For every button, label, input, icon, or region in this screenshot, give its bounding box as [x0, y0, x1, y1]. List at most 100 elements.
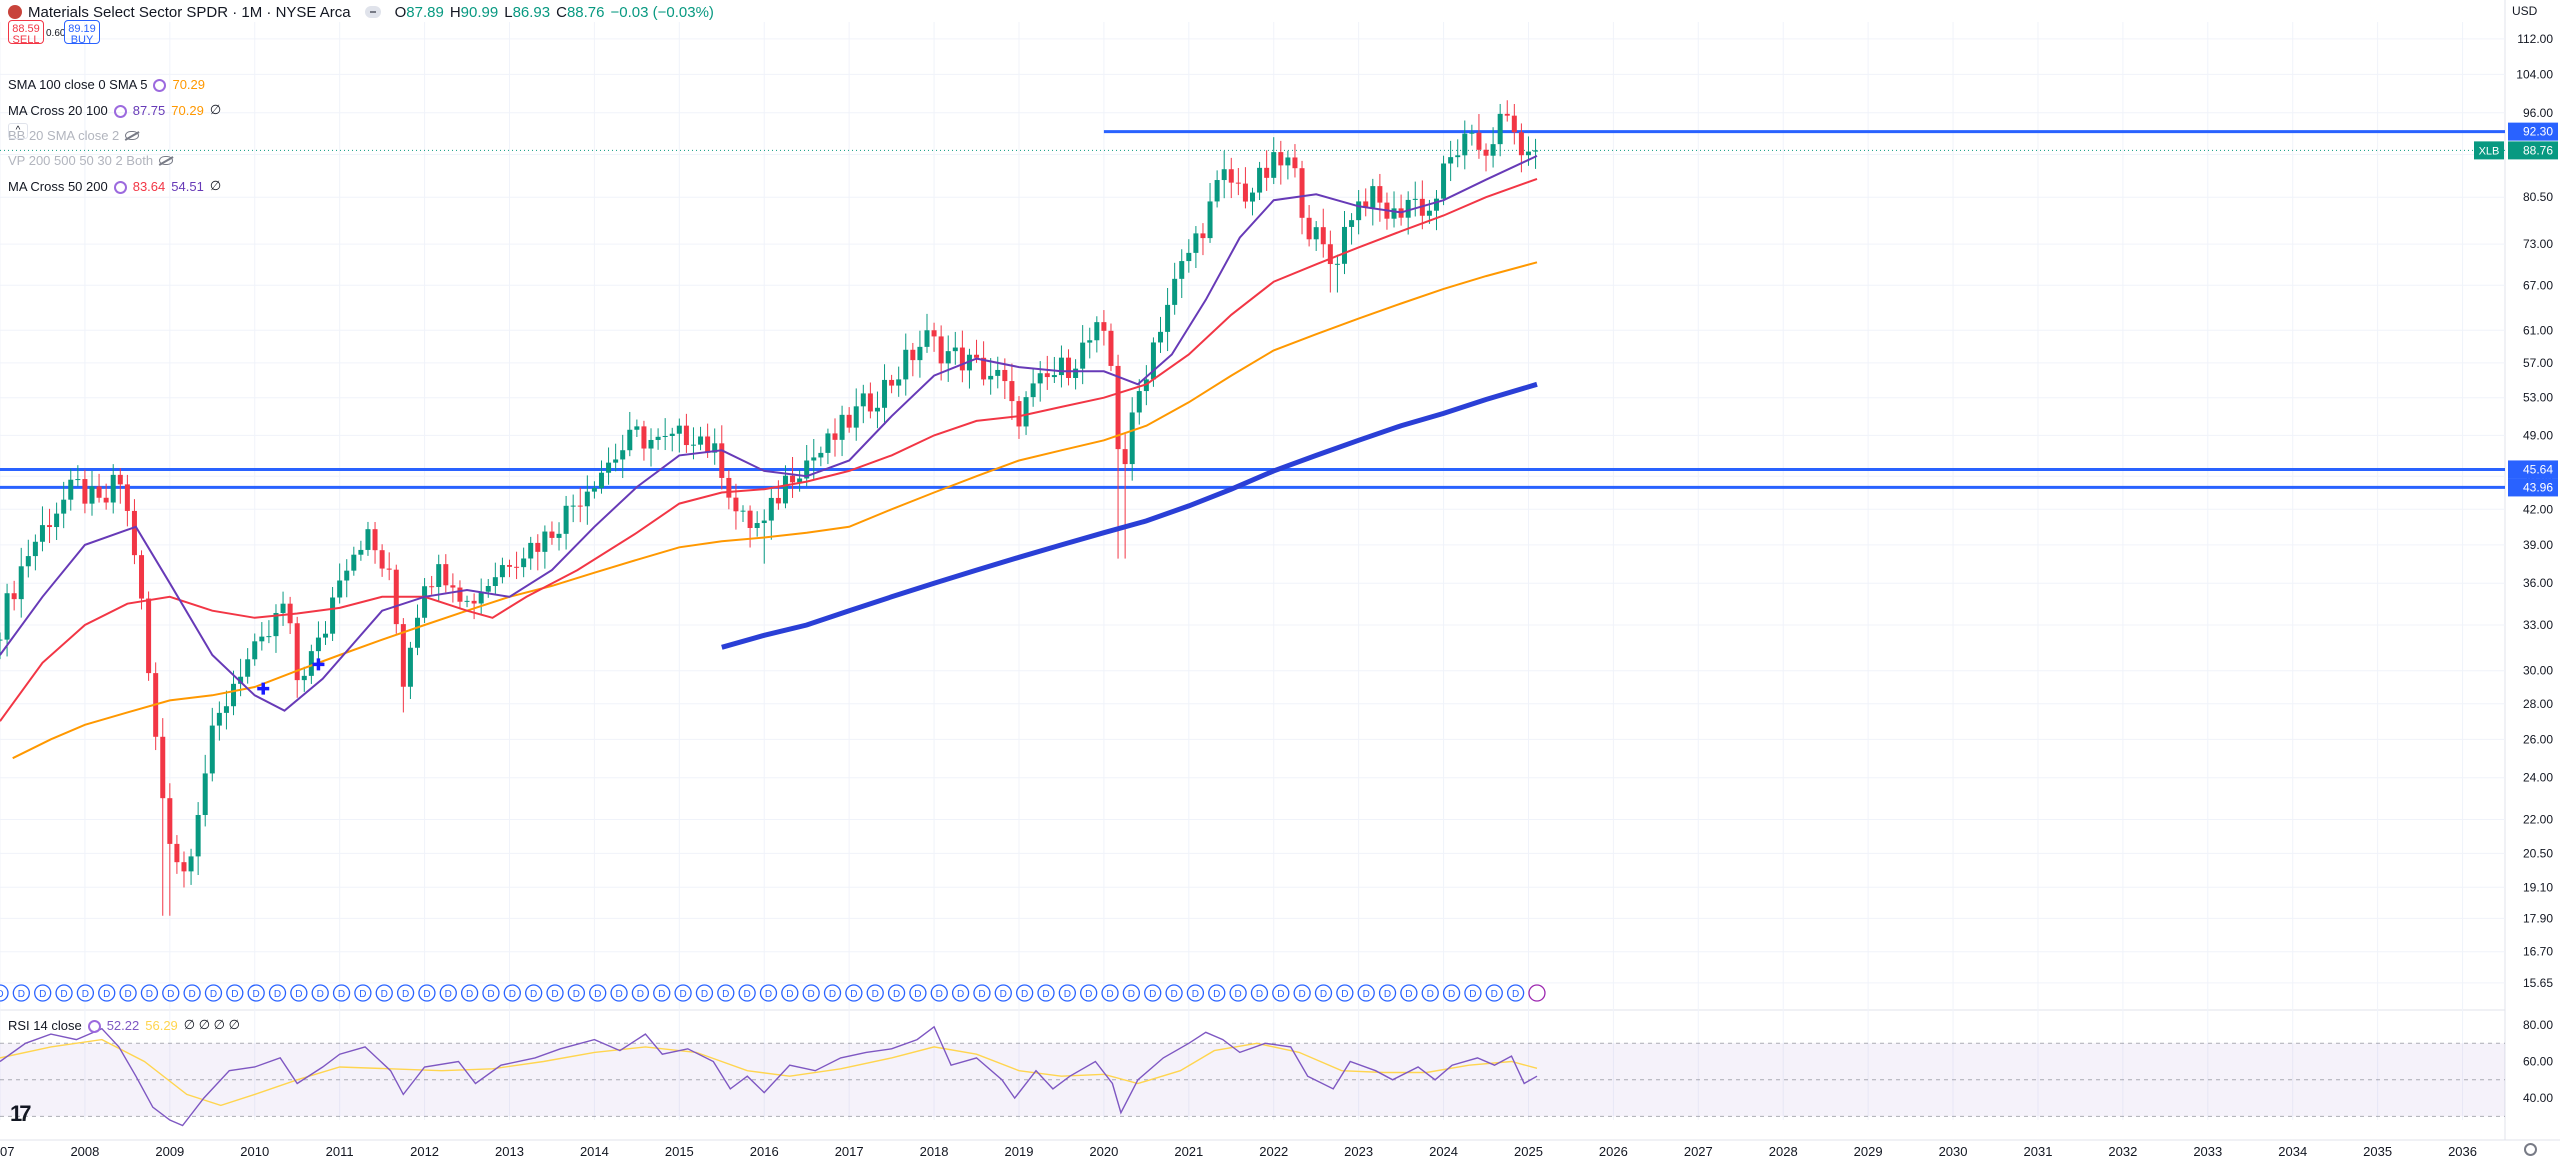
event-marker[interactable] — [1208, 984, 1226, 1002]
indicator-legend[interactable]: MA Cross 20 100 87.75 70.29 ∅ — [8, 102, 221, 118]
event-marker[interactable] — [76, 984, 95, 1002]
indicator-legend[interactable]: VP 200 500 50 30 2 Both — [8, 153, 174, 168]
event-marker[interactable] — [460, 984, 479, 1002]
event-marker[interactable] — [0, 984, 9, 1002]
event-marker[interactable] — [311, 984, 329, 1002]
candle-body — [1476, 132, 1482, 150]
event-marker[interactable] — [1528, 984, 1546, 1002]
candle-body — [1158, 331, 1164, 343]
event-marker-label: D — [1213, 989, 1220, 1000]
collapse-legend-button[interactable]: ^ — [8, 123, 28, 139]
event-marker[interactable] — [546, 984, 564, 1002]
event-marker[interactable] — [930, 984, 948, 1002]
event-marker[interactable] — [1186, 984, 1205, 1002]
event-marker[interactable] — [631, 984, 650, 1002]
event-marker[interactable] — [98, 984, 116, 1002]
horizontal-lines[interactable] — [0, 130, 2505, 489]
event-marker[interactable] — [781, 984, 799, 1002]
event-marker[interactable] — [1229, 984, 1247, 1002]
event-marker[interactable] — [268, 984, 287, 1002]
event-marker[interactable] — [610, 984, 628, 1002]
event-marker[interactable] — [717, 984, 735, 1002]
event-marker[interactable] — [375, 984, 393, 1002]
event-marker[interactable] — [973, 984, 991, 1002]
event-marker[interactable] — [183, 984, 201, 1002]
settings-icon[interactable] — [113, 104, 127, 118]
event-marker[interactable] — [1101, 984, 1119, 1002]
event-marker[interactable] — [738, 984, 756, 1002]
event-marker[interactable] — [567, 984, 586, 1002]
event-marker[interactable] — [1421, 984, 1439, 1002]
event-marker[interactable] — [674, 984, 692, 1002]
event-marker[interactable] — [1122, 984, 1141, 1002]
event-marker[interactable] — [823, 984, 842, 1002]
event-marker[interactable] — [653, 984, 671, 1002]
event-marker[interactable] — [396, 984, 415, 1002]
event-marker[interactable] — [503, 984, 521, 1002]
event-marker[interactable] — [695, 984, 714, 1002]
event-marker[interactable] — [845, 984, 863, 1002]
event-marker[interactable] — [1314, 984, 1333, 1002]
event-marker[interactable] — [1165, 984, 1183, 1002]
event-marker[interactable] — [12, 984, 30, 1002]
event-marker[interactable] — [589, 984, 607, 1002]
event-marker[interactable] — [525, 984, 543, 1002]
event-marker[interactable] — [1378, 984, 1397, 1002]
indicator-legend[interactable]: BB 20 SMA close 2 — [8, 128, 140, 143]
event-marker[interactable] — [1272, 984, 1290, 1002]
event-marker[interactable] — [226, 984, 244, 1002]
event-marker[interactable] — [887, 984, 906, 1002]
indicator-legend[interactable]: MA Cross 50 200 83.64 54.51 ∅ — [8, 178, 221, 194]
event-marker[interactable] — [1015, 984, 1034, 1002]
event-marker[interactable] — [204, 984, 223, 1002]
sell-button[interactable]: 88.59 SELL — [8, 20, 44, 46]
settings-icon[interactable] — [87, 1019, 101, 1033]
rsi-legend[interactable]: RSI 14 close 52.22 56.29 ∅ ∅ ∅ ∅ — [8, 1017, 240, 1033]
event-marker[interactable] — [439, 984, 457, 1002]
event-marker[interactable] — [332, 984, 351, 1002]
event-marker[interactable] — [1250, 984, 1269, 1002]
event-marker[interactable] — [482, 984, 500, 1002]
event-marker[interactable] — [1293, 984, 1311, 1002]
event-marker[interactable] — [418, 984, 436, 1002]
event-marker[interactable] — [1400, 984, 1418, 1002]
settings-icon[interactable] — [153, 79, 167, 92]
settings-icon[interactable] — [113, 180, 127, 194]
event-marker[interactable] — [759, 984, 778, 1002]
event-marker[interactable] — [290, 984, 308, 1002]
event-marker[interactable] — [1080, 984, 1098, 1002]
chart-title[interactable]: Materials Select Sector SPDR · 1M · NYSE… — [28, 3, 351, 21]
event-marker[interactable] — [247, 984, 265, 1002]
event-marker[interactable] — [994, 984, 1012, 1002]
event-marker[interactable] — [162, 984, 180, 1002]
event-marker[interactable] — [140, 984, 159, 1002]
event-marker[interactable] — [1506, 984, 1525, 1002]
event-marker[interactable] — [1037, 984, 1055, 1002]
event-marker[interactable] — [1336, 984, 1354, 1002]
buy-button[interactable]: 89.19 BUY — [64, 20, 100, 46]
event-marker[interactable] — [802, 984, 820, 1002]
event-marker[interactable] — [354, 984, 372, 1002]
event-marker[interactable] — [866, 984, 884, 1002]
event-marker[interactable] — [951, 984, 970, 1002]
indicator-legend[interactable]: SMA 100 close 0 SMA 5 70.29 — [8, 77, 205, 92]
event-marker[interactable] — [34, 984, 52, 1002]
event-marker[interactable] — [1144, 984, 1162, 1002]
hidden-eye-icon[interactable] — [159, 156, 174, 165]
event-marker[interactable] — [909, 984, 927, 1002]
event-marker[interactable] — [119, 984, 137, 1002]
event-marker[interactable] — [1058, 984, 1076, 1002]
event-marker[interactable] — [1442, 984, 1461, 1002]
minus-icon[interactable] — [364, 6, 381, 18]
event-marker[interactable] — [55, 984, 73, 1002]
event-marker[interactable] — [1485, 984, 1503, 1002]
candle-body — [25, 556, 31, 567]
hidden-eye-icon[interactable] — [125, 131, 140, 140]
candle-body — [499, 565, 505, 578]
event-marker[interactable] — [1357, 984, 1375, 1002]
currency-selector[interactable]: USD — [2512, 4, 2538, 18]
chart-settings-icon[interactable] — [2524, 1143, 2537, 1156]
event-marker[interactable] — [1464, 984, 1482, 1002]
